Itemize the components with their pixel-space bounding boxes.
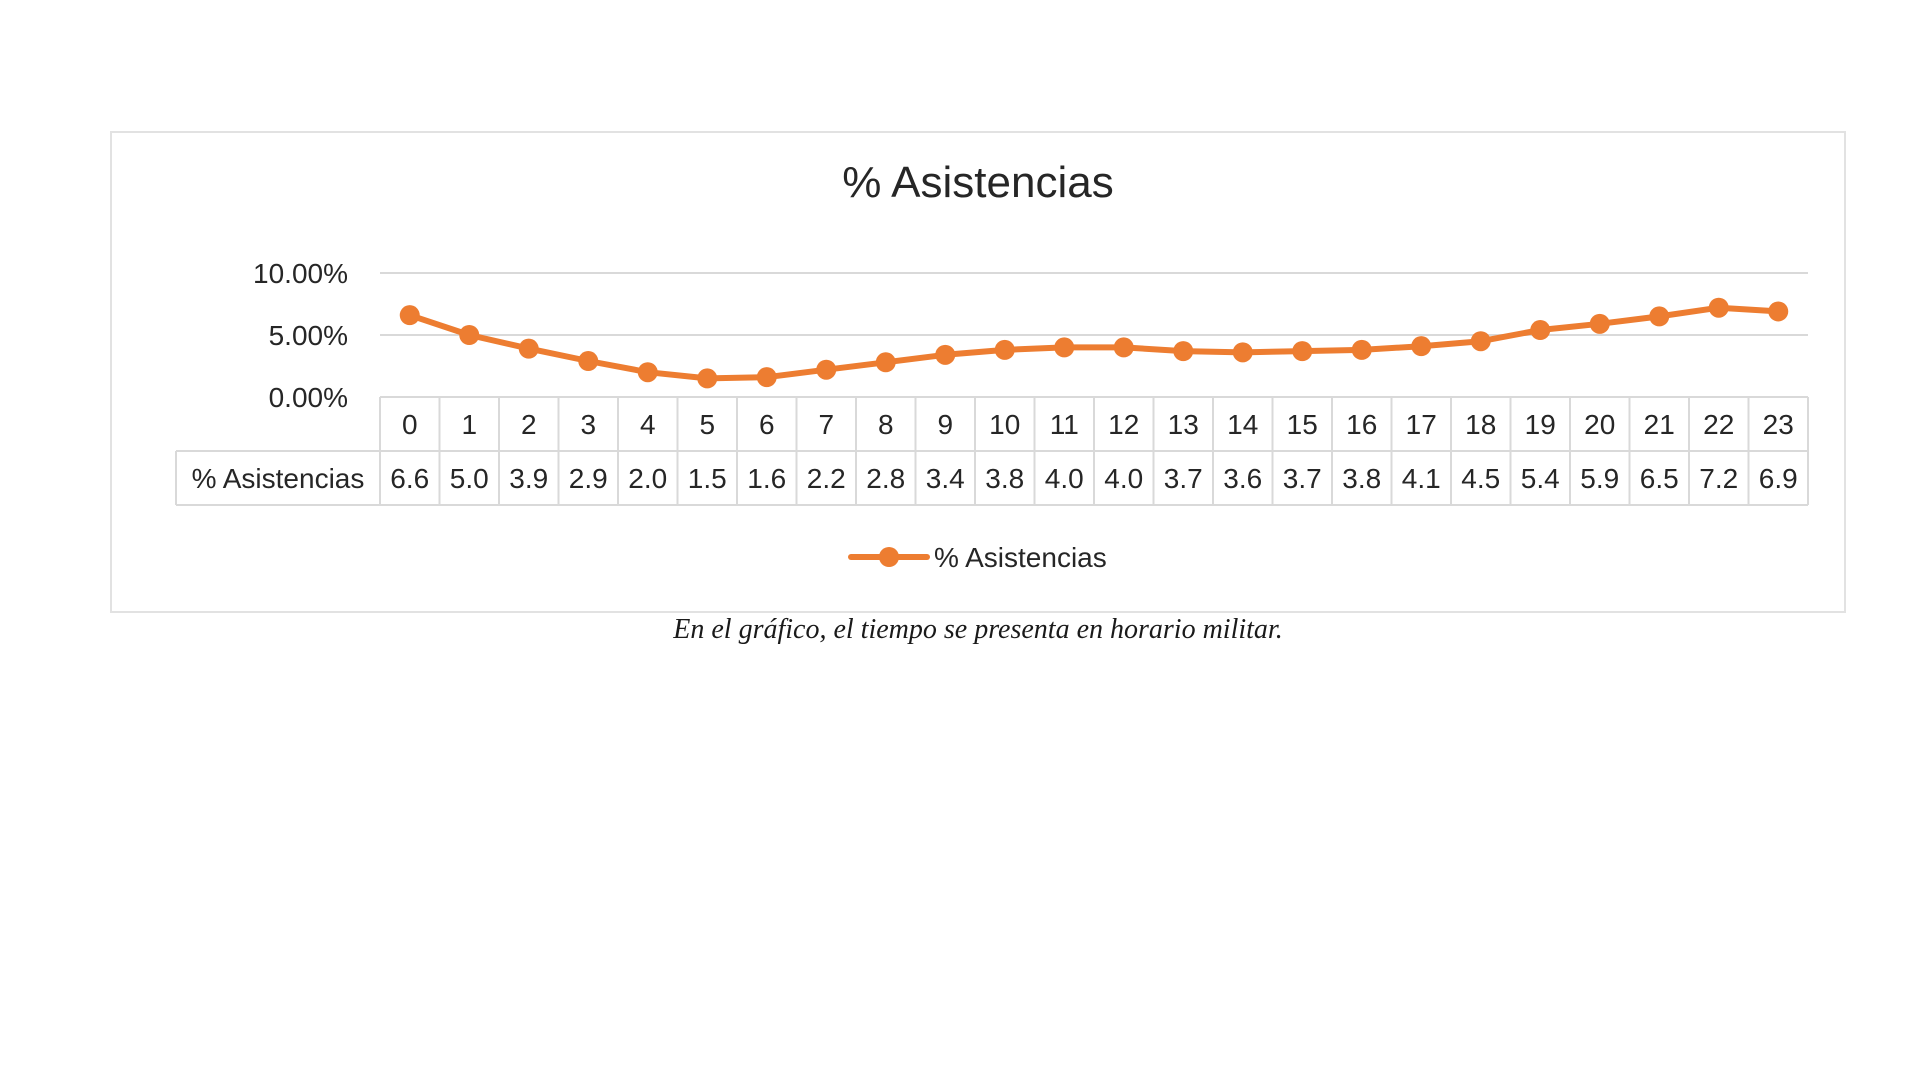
- data-point: [1113, 337, 1134, 358]
- data-label: 2.2: [807, 463, 846, 494]
- x-tick-label: 1: [461, 409, 477, 440]
- legend-label: % Asistencias: [934, 542, 1107, 573]
- data-point: [1589, 313, 1610, 334]
- data-point: [637, 362, 658, 383]
- x-tick-label: 6: [759, 409, 775, 440]
- x-tick-label: 12: [1108, 409, 1139, 440]
- x-tick-label: 7: [818, 409, 834, 440]
- legend-marker: [879, 547, 899, 567]
- data-label: 3.8: [985, 463, 1024, 494]
- data-point: [1351, 339, 1372, 360]
- x-tick-label: 20: [1584, 409, 1615, 440]
- data-point: [994, 339, 1015, 360]
- x-tick-label: 5: [699, 409, 715, 440]
- data-point: [756, 367, 777, 388]
- x-tick-label: 9: [937, 409, 953, 440]
- chart-frame: % Asistencias 0.00% 5.00% 10.00% 0 1 2 3 4 5 6 7 8 9 1…: [110, 131, 1846, 613]
- x-tick-label: 17: [1406, 409, 1437, 440]
- series-line: [406, 304, 1782, 382]
- data-point: [1292, 341, 1313, 362]
- data-point: [1530, 320, 1551, 341]
- data-label: 6.9: [1759, 463, 1798, 494]
- data-label: 3.9: [509, 463, 548, 494]
- x-tick-label: 13: [1168, 409, 1199, 440]
- data-label: 4.0: [1045, 463, 1084, 494]
- chart-title: % Asistencias: [842, 158, 1113, 207]
- data-point: [935, 344, 956, 365]
- data-label: 5.0: [450, 463, 489, 494]
- data-label: 6.5: [1640, 463, 1679, 494]
- x-tick-label: 16: [1346, 409, 1377, 440]
- x-tick-label: 21: [1644, 409, 1675, 440]
- data-label: 2.0: [628, 463, 667, 494]
- table-series-name: % Asistencias: [192, 463, 365, 494]
- x-tick-label: 23: [1763, 409, 1794, 440]
- data-point: [1173, 341, 1194, 362]
- data-point: [399, 305, 420, 326]
- x-tick-label: 3: [580, 409, 596, 440]
- data-point: [1708, 297, 1729, 318]
- data-point: [518, 338, 539, 359]
- data-label: 3.6: [1223, 463, 1262, 494]
- data-label: 3.7: [1164, 463, 1203, 494]
- chart-caption: En el gráfico, el tiempo se presenta en …: [673, 614, 1283, 645]
- data-label: 4.0: [1104, 463, 1143, 494]
- data-point: [697, 368, 718, 389]
- data-label: 1.6: [747, 463, 786, 494]
- data-label: 7.2: [1699, 463, 1738, 494]
- x-tick-label: 19: [1525, 409, 1556, 440]
- data-point: [1232, 342, 1253, 363]
- data-point: [578, 351, 599, 372]
- x-tick-label: 15: [1287, 409, 1318, 440]
- data-label: 4.1: [1402, 463, 1441, 494]
- data-label: 1.5: [688, 463, 727, 494]
- y-tick-label: 5.00%: [269, 320, 348, 351]
- x-tick-label: 0: [402, 409, 418, 440]
- x-tick-label: 4: [640, 409, 656, 440]
- data-point: [1649, 306, 1670, 327]
- data-label: 5.4: [1521, 463, 1560, 494]
- data-label: 3.8: [1342, 463, 1381, 494]
- x-tick-label: 11: [1050, 409, 1079, 440]
- data-label: 2.9: [569, 463, 608, 494]
- data-label: 2.8: [866, 463, 905, 494]
- x-tick-label: 18: [1465, 409, 1496, 440]
- y-tick-label: 10.00%: [253, 258, 348, 289]
- x-tick-label: 14: [1227, 409, 1258, 440]
- data-point: [875, 352, 896, 373]
- x-tick-label: 22: [1703, 409, 1734, 440]
- data-label: 6.6: [390, 463, 429, 494]
- x-tick-label: 10: [989, 409, 1020, 440]
- data-label: 3.4: [926, 463, 965, 494]
- data-point: [1470, 331, 1491, 352]
- data-point: [1768, 301, 1789, 322]
- x-tick-label: 2: [521, 409, 537, 440]
- data-point: [1411, 336, 1432, 357]
- y-tick-label: 0.00%: [269, 382, 348, 413]
- data-label: 5.9: [1580, 463, 1619, 494]
- x-tick-label: 8: [878, 409, 894, 440]
- data-point: [816, 359, 837, 380]
- data-point: [459, 325, 480, 345]
- data-point: [1054, 337, 1075, 358]
- data-label: 3.7: [1283, 463, 1322, 494]
- data-label: 4.5: [1461, 463, 1500, 494]
